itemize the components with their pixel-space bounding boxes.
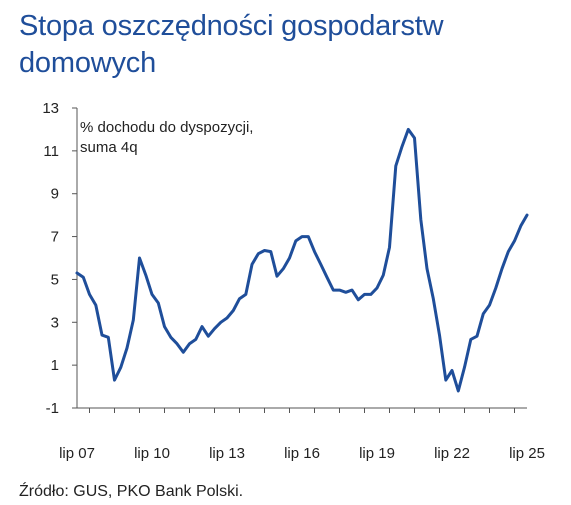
x-tick-label: lip 13 (209, 445, 245, 462)
annotation-line: suma 4q (80, 139, 138, 156)
y-tick-label: 1 (51, 357, 59, 374)
y-tick-label: 3 (51, 314, 59, 331)
series-line-savings-rate (75, 127, 529, 393)
series-lines (75, 127, 529, 393)
x-tick-label: lip 10 (134, 445, 170, 462)
x-tick-label: lip 16 (284, 445, 320, 462)
x-axis-ticks: lip 07 lip 10 lip 13 lip 16 lip 19 lip 22 lip … (59, 408, 545, 462)
x-tick-label: lip 07 (59, 445, 95, 462)
x-tick-label: lip 22 (434, 445, 470, 462)
axes (76, 108, 527, 409)
y-tick-label: -1 (46, 400, 59, 417)
annotation-line: % dochodu do dyspozycji, (80, 119, 253, 136)
y-tick-label: 9 (51, 186, 59, 203)
y-tick-label: 13 (42, 100, 59, 117)
y-tick-label: 5 (51, 271, 59, 288)
y-tick-label: 7 (51, 229, 59, 246)
chart-title: Stopa oszczędności gospodarstw domowych (19, 10, 444, 79)
x-tick-label: lip 25 (509, 445, 545, 462)
x-tick-label: lip 19 (359, 445, 395, 462)
y-tick-label: 11 (43, 143, 59, 160)
source-note: Źródło: GUS, PKO Bank Polski. (19, 483, 244, 500)
axis-annotation: % dochodu do dyspozycji, suma 4q (80, 119, 253, 156)
